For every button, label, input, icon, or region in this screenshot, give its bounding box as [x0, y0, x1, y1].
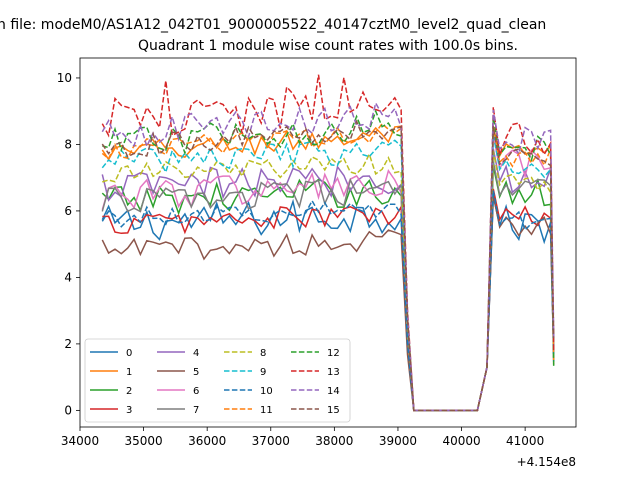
- plot-area: 34000 35000 36000 37000 38000 39000 40000 41000…: [57, 57, 577, 448]
- x-tick-label: 36000: [188, 434, 226, 448]
- x-tick-label: 34000: [61, 434, 99, 448]
- y-tick-label: 8: [64, 137, 72, 151]
- legend-label: 7: [193, 405, 199, 416]
- legend-label: 4: [193, 348, 199, 359]
- legend-label: 15: [327, 405, 340, 416]
- legend-label: 11: [260, 405, 273, 416]
- legend-label: 2: [126, 386, 132, 397]
- series-line-15: [101, 119, 555, 412]
- y-axis-ticks: 0 2 4 6 8 10: [57, 71, 80, 417]
- series-line-9: [101, 134, 555, 412]
- y-tick-label: 4: [64, 270, 72, 284]
- legend-label: 8: [260, 348, 266, 359]
- legend-label: 10: [260, 386, 273, 397]
- legend-label: 1: [126, 367, 132, 378]
- x-tick-label: 38000: [315, 434, 353, 448]
- x-axis-ticks: 34000 35000 36000 37000 38000 39000 40000 41000: [61, 427, 544, 448]
- x-tick-label: 40000: [442, 434, 480, 448]
- legend-label: 3: [126, 405, 132, 416]
- legend-label: 5: [193, 367, 199, 378]
- axes-frame: [79, 57, 577, 428]
- y-tick-label: 2: [64, 337, 72, 351]
- chart-title: Quadrant 1 module wise count rates with …: [138, 38, 518, 54]
- x-tick-label: 37000: [252, 434, 290, 448]
- x-axis-offset-label: +4.154e8: [517, 455, 576, 469]
- legend-label: 13: [327, 367, 340, 378]
- legend-label: 6: [193, 386, 199, 397]
- figure-suptitle: n file: modeM0/AS1A12_042T01_9000005522_…: [0, 17, 546, 33]
- y-tick-label: 0: [64, 403, 72, 417]
- legend-box: [84, 338, 351, 423]
- x-tick-label: 35000: [124, 434, 162, 448]
- legend-label: 9: [260, 367, 266, 378]
- y-tick-label: 6: [64, 204, 72, 218]
- legend-label: 0: [126, 348, 132, 359]
- x-tick-label: 41000: [506, 434, 544, 448]
- legend-label: 14: [327, 386, 340, 397]
- series-lines: [101, 74, 555, 412]
- x-tick-label: 39000: [379, 434, 417, 448]
- y-tick-label: 10: [57, 71, 72, 85]
- legend-label: 12: [327, 348, 340, 359]
